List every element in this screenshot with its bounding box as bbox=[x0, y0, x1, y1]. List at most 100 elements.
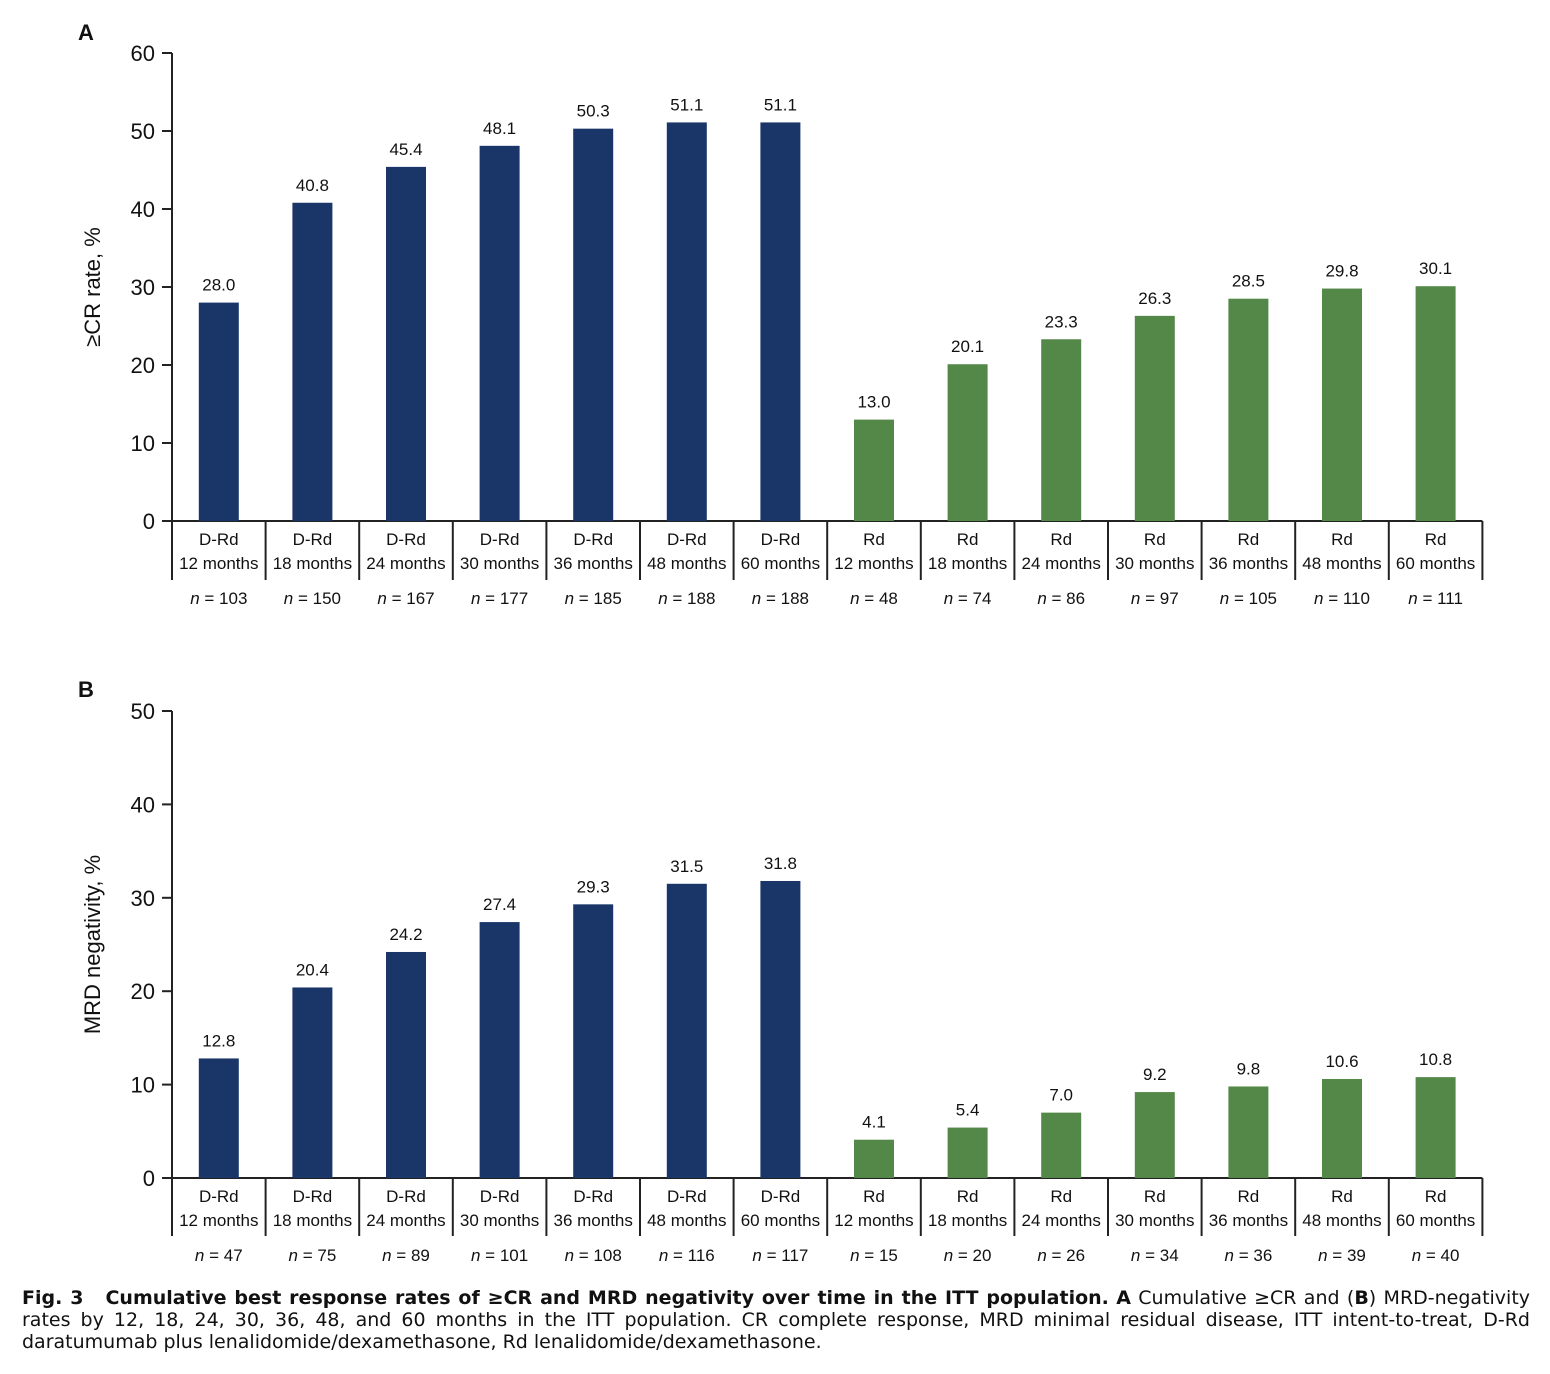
sample-size-label: n = 75 bbox=[289, 1246, 337, 1265]
sample-size-symbol: n bbox=[850, 1246, 859, 1265]
category-time-label: 12 months bbox=[834, 1211, 913, 1230]
caption-a-letter: A bbox=[1116, 1287, 1131, 1309]
sample-size-symbol: n bbox=[190, 589, 199, 608]
sample-size-value: = 167 bbox=[387, 589, 435, 608]
category-time-label: 60 months bbox=[1396, 554, 1475, 573]
bar bbox=[947, 364, 988, 521]
panel-letter: B bbox=[78, 677, 94, 702]
y-tick-label: 0 bbox=[143, 1166, 155, 1191]
sample-size-value: = 40 bbox=[1421, 1246, 1459, 1265]
data-label: 51.1 bbox=[764, 95, 797, 114]
bar bbox=[573, 904, 614, 1178]
bar bbox=[760, 122, 801, 522]
category-group-label: D-Rd bbox=[386, 530, 426, 549]
category-time-label: 60 months bbox=[741, 1211, 820, 1230]
sample-size-label: n = 167 bbox=[377, 589, 434, 608]
category-time-label: 12 months bbox=[179, 1211, 258, 1230]
y-tick-label: 60 bbox=[131, 41, 155, 66]
y-tick-label: 20 bbox=[131, 979, 155, 1004]
sample-size-value: = 89 bbox=[392, 1246, 430, 1265]
category-time-label: 48 months bbox=[1302, 554, 1381, 573]
category-time-label: 24 months bbox=[1022, 1211, 1101, 1230]
sample-size-label: n = 40 bbox=[1412, 1246, 1460, 1265]
y-tick-label: 10 bbox=[131, 1073, 155, 1098]
sample-size-value: = 34 bbox=[1140, 1246, 1178, 1265]
category-time-label: 36 months bbox=[1209, 554, 1288, 573]
figure-caption: Fig. 3 Cumulative best response rates of… bbox=[22, 1287, 1530, 1353]
bar bbox=[947, 1127, 988, 1178]
data-label: 12.8 bbox=[202, 1031, 235, 1050]
sample-size-label: n = 101 bbox=[471, 1246, 528, 1265]
data-label: 9.8 bbox=[1237, 1059, 1261, 1078]
sample-size-symbol: n bbox=[1037, 589, 1046, 608]
sample-size-value: = 20 bbox=[953, 1246, 991, 1265]
sample-size-value: = 86 bbox=[1047, 589, 1085, 608]
caption-fig-label: Fig. 3 bbox=[22, 1287, 84, 1309]
category-group-label: D-Rd bbox=[480, 1187, 520, 1206]
sample-size-symbol: n bbox=[752, 589, 761, 608]
bar bbox=[198, 302, 239, 521]
bar bbox=[479, 145, 520, 521]
category-group-label: Rd bbox=[1331, 1187, 1353, 1206]
sample-size-label: n = 74 bbox=[944, 589, 992, 608]
data-label: 23.3 bbox=[1045, 312, 1078, 331]
category-group-label: Rd bbox=[1050, 530, 1072, 549]
bar bbox=[854, 1139, 894, 1178]
category-group-label: Rd bbox=[1425, 1187, 1447, 1206]
bar bbox=[573, 128, 614, 521]
category-time-label: 60 months bbox=[1396, 1211, 1475, 1230]
sample-size-value: = 185 bbox=[574, 589, 622, 608]
bar bbox=[292, 202, 333, 521]
y-tick-label: 50 bbox=[131, 119, 155, 144]
category-time-label: 18 months bbox=[928, 1211, 1007, 1230]
data-label: 50.3 bbox=[577, 102, 610, 121]
data-label: 27.4 bbox=[483, 895, 516, 914]
category-time-label: 60 months bbox=[741, 554, 820, 573]
bar bbox=[386, 951, 426, 1178]
sample-size-label: n = 39 bbox=[1318, 1246, 1366, 1265]
data-label: 28.0 bbox=[202, 276, 235, 295]
category-time-label: 48 months bbox=[647, 1211, 726, 1230]
sample-size-value: = 108 bbox=[574, 1246, 622, 1265]
sample-size-label: n = 34 bbox=[1131, 1246, 1179, 1265]
category-time-label: 30 months bbox=[1115, 554, 1194, 573]
sample-size-value: = 111 bbox=[1418, 589, 1463, 608]
bar bbox=[666, 122, 707, 522]
bar bbox=[479, 922, 520, 1178]
sample-size-symbol: n bbox=[1131, 589, 1140, 608]
category-time-label: 18 months bbox=[273, 1211, 352, 1230]
y-axis-title: MRD negativity, % bbox=[80, 855, 105, 1034]
category-group-label: D-Rd bbox=[293, 1187, 333, 1206]
panel-letter: A bbox=[78, 20, 94, 45]
category-time-label: 36 months bbox=[1209, 1211, 1288, 1230]
sample-size-symbol: n bbox=[284, 589, 293, 608]
data-label: 10.6 bbox=[1325, 1052, 1358, 1071]
figure: A ≥CR rate, % 0 10 20 30 40 50 60 28.0 D-Rd 12 mont… bbox=[78, 20, 1484, 1265]
category-group-label: Rd bbox=[1144, 530, 1166, 549]
sample-size-value: = 116 bbox=[668, 1246, 714, 1265]
bar bbox=[1228, 1086, 1269, 1178]
sample-size-value: = 36 bbox=[1234, 1246, 1272, 1265]
sample-size-value: = 75 bbox=[298, 1246, 336, 1265]
sample-size-symbol: n bbox=[1412, 1246, 1421, 1265]
sample-size-label: n = 111 bbox=[1408, 589, 1463, 608]
category-group-label: Rd bbox=[1238, 1187, 1260, 1206]
bar bbox=[1322, 1078, 1362, 1178]
data-label: 10.8 bbox=[1419, 1050, 1452, 1069]
sample-size-symbol: n bbox=[1037, 1246, 1046, 1265]
data-label: 20.4 bbox=[296, 960, 329, 979]
sample-size-label: n = 177 bbox=[471, 589, 528, 608]
sample-size-symbol: n bbox=[377, 589, 386, 608]
bar bbox=[198, 1058, 239, 1178]
sample-size-symbol: n bbox=[382, 1246, 391, 1265]
sample-size-symbol: n bbox=[471, 589, 480, 608]
y-tick-label: 40 bbox=[131, 197, 155, 222]
sample-size-symbol: n bbox=[565, 1246, 574, 1265]
data-label: 48.1 bbox=[483, 119, 516, 138]
y-tick-label: 50 bbox=[131, 699, 155, 724]
category-group-label: D-Rd bbox=[199, 530, 239, 549]
category-group-label: D-Rd bbox=[480, 530, 520, 549]
sample-size-symbol: n bbox=[1220, 589, 1229, 608]
category-time-label: 48 months bbox=[1302, 1211, 1381, 1230]
data-label: 29.3 bbox=[577, 877, 610, 896]
